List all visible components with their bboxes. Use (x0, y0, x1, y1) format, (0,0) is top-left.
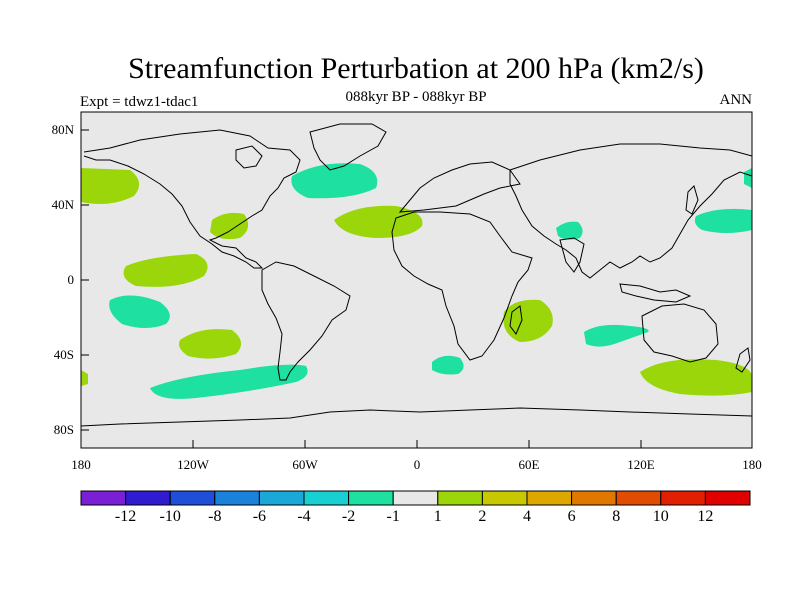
coastline-indonesia (619, 283, 692, 303)
y-tick-label: 40N (51, 197, 74, 212)
coastline-new-zealand (735, 347, 751, 373)
coastline-australia (641, 303, 719, 363)
colorbar-swatch (437, 490, 483, 506)
anomaly-blob (123, 254, 208, 287)
y-tick-label: 80S (53, 422, 74, 437)
coastline-india (559, 237, 585, 273)
anomaly-blob (291, 163, 378, 199)
coastline-hudson (235, 145, 263, 169)
colorbar-swatch (481, 490, 528, 506)
anomaly-regions (81, 163, 752, 399)
colorbar-swatch (392, 490, 439, 506)
coastline-north-america (83, 129, 301, 269)
coastline-asia (509, 143, 753, 279)
colorbar-label: -2 (341, 508, 356, 525)
colorbar-swatch (704, 490, 751, 506)
anomaly-blob (503, 299, 553, 342)
x-tick-label: 180 (742, 457, 762, 472)
colorbar-label: 1 (433, 508, 442, 525)
colorbar-label: -10 (159, 508, 181, 525)
x-tick-label: 120E (627, 457, 655, 472)
colorbar-label: 12 (697, 508, 714, 525)
colorbar-label: -8 (208, 508, 222, 525)
colorbar-swatch (660, 490, 706, 506)
colorbar-label: 2 (478, 508, 487, 525)
anomaly-blob (744, 168, 752, 188)
colorbar-label: 6 (567, 508, 576, 525)
coastline-africa (391, 211, 533, 361)
coastline-europe (398, 161, 521, 213)
colorbar-swatch (348, 490, 394, 506)
y-tick-label: 40S (53, 347, 74, 362)
anomaly-blob (694, 208, 752, 233)
anomaly-blob (81, 370, 88, 386)
coastlines (80, 123, 753, 427)
coastline-greenland (309, 123, 387, 171)
colorbar-label: -4 (297, 508, 311, 525)
plot-title: Streamfunction Perturbation at 200 hPa (… (128, 52, 704, 85)
x-tick-label: 120W (177, 457, 209, 472)
y-tick-label: 80N (51, 122, 74, 137)
colorbar (80, 490, 751, 506)
anomaly-blob (640, 359, 752, 396)
x-tick-label: 0 (413, 457, 421, 472)
anomaly-blob (556, 221, 583, 240)
anomaly-blob (150, 364, 308, 399)
colorbar-swatch (214, 490, 260, 506)
anomaly-blob (334, 205, 423, 238)
x-tick-label: 180 (71, 457, 91, 472)
anomaly-blob (179, 329, 242, 359)
coastline-antarctica (80, 407, 753, 427)
colorbar-swatch (303, 490, 350, 506)
colorbar-swatch (125, 490, 171, 506)
coastline-south-america (261, 261, 351, 381)
plot-subtitle: 088kyr BP - 088kyr BP (345, 89, 487, 105)
anomaly-blob (210, 212, 249, 240)
anomaly-blob (432, 355, 464, 375)
experiment-label: Expt = tdwz1-tdac1 (80, 94, 199, 110)
anomaly-blob (109, 295, 170, 328)
x-tick-label: 60W (292, 457, 318, 472)
colorbar-label: 4 (523, 508, 531, 525)
anomaly-blob (584, 324, 649, 347)
colorbar-swatch (615, 490, 662, 506)
axis-ticks (80, 129, 753, 448)
colorbar-label: -12 (114, 508, 137, 525)
coastline-japan (685, 185, 699, 215)
anomaly-blob (81, 168, 140, 204)
season-label: ANN (719, 92, 753, 108)
colorbar-label: -1 (386, 508, 400, 525)
colorbar-swatch (526, 490, 573, 506)
y-tick-label: 0 (67, 272, 75, 287)
colorbar-label: 10 (652, 508, 669, 525)
x-tick-label: 60E (518, 457, 540, 472)
coastline-madagascar (509, 305, 523, 335)
colorbar-swatch (258, 490, 305, 506)
colorbar-swatch (571, 490, 617, 506)
colorbar-label: 8 (612, 508, 621, 525)
colorbar-swatch (80, 490, 127, 506)
colorbar-swatch (169, 490, 216, 506)
colorbar-label: -6 (252, 508, 267, 525)
